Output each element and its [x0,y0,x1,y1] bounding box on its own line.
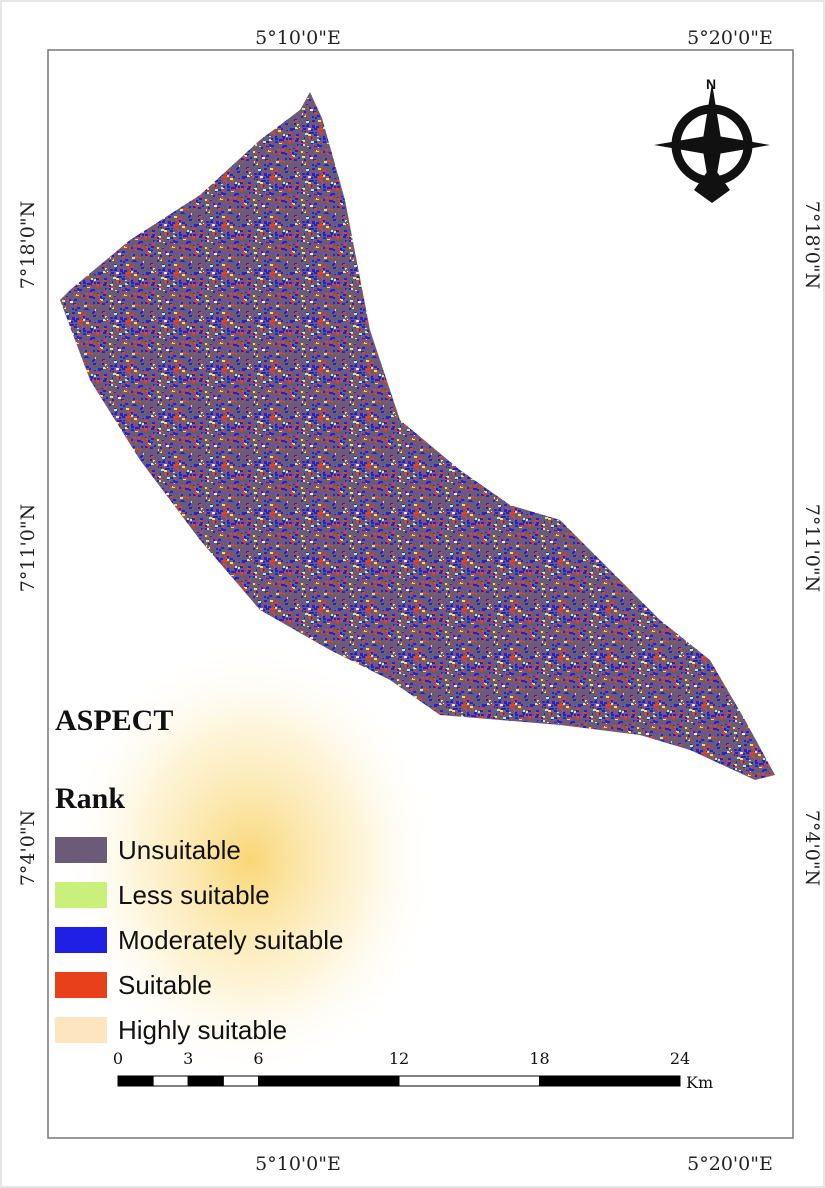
scale-segment [152,1075,189,1087]
north-label: N [706,76,716,92]
scale-label: 3 [183,1049,193,1068]
legend-label: Less suitable [118,880,270,910]
scale-label: 12 [389,1049,409,1068]
scale-label: 24 [670,1049,690,1068]
scale-unit: Km [686,1073,713,1092]
right-coord-label: 7°18'0"N [801,201,823,289]
legend-label: Suitable [118,970,212,1000]
scale-segment [117,1075,154,1087]
study-area [60,92,775,780]
legend-swatch [55,972,107,998]
scale-bar: 0 3 6 12 18 24 Km [113,1049,713,1092]
scale-label: 6 [253,1049,263,1068]
left-coord-label: 7°18'0"N [17,201,39,289]
legend-label: Moderately suitable [118,925,343,955]
top-coord-label: 5°20'0"E [687,27,773,49]
scale-segment [539,1075,681,1087]
legend-swatch [55,882,107,908]
legend-title: ASPECT [55,704,173,737]
legend: Unsuitable Less suitable Moderately suitab… [55,835,343,1045]
left-coord-label: 7°11'0"N [17,504,39,592]
compass-tail [694,165,730,203]
bottom-coord-label: 5°10'0"E [255,1153,341,1175]
scale-label: 18 [529,1049,549,1068]
north-arrow: N [654,76,770,203]
right-coord-label: 7°11'0"N [801,504,823,592]
legend-glow [60,640,440,1080]
legend-subtitle: Rank [55,782,125,815]
legend-swatch [55,837,107,863]
scale-segment [222,1075,259,1087]
scale-segment [258,1075,400,1087]
scale-label: 0 [113,1049,123,1068]
bottom-coord-label: 5°20'0"E [687,1153,773,1175]
map-frame [47,49,794,1139]
left-coord-label: 7°4'0"N [17,810,39,886]
top-coord-label: 5°10'0"E [255,27,341,49]
scale-segment [398,1075,540,1087]
scale-segment [187,1075,224,1087]
legend-swatch [55,1017,107,1043]
legend-swatch [55,927,107,953]
legend-label: Unsuitable [118,835,241,865]
legend-label: Highly suitable [118,1015,287,1045]
right-coord-label: 7°4'0"N [801,810,823,886]
